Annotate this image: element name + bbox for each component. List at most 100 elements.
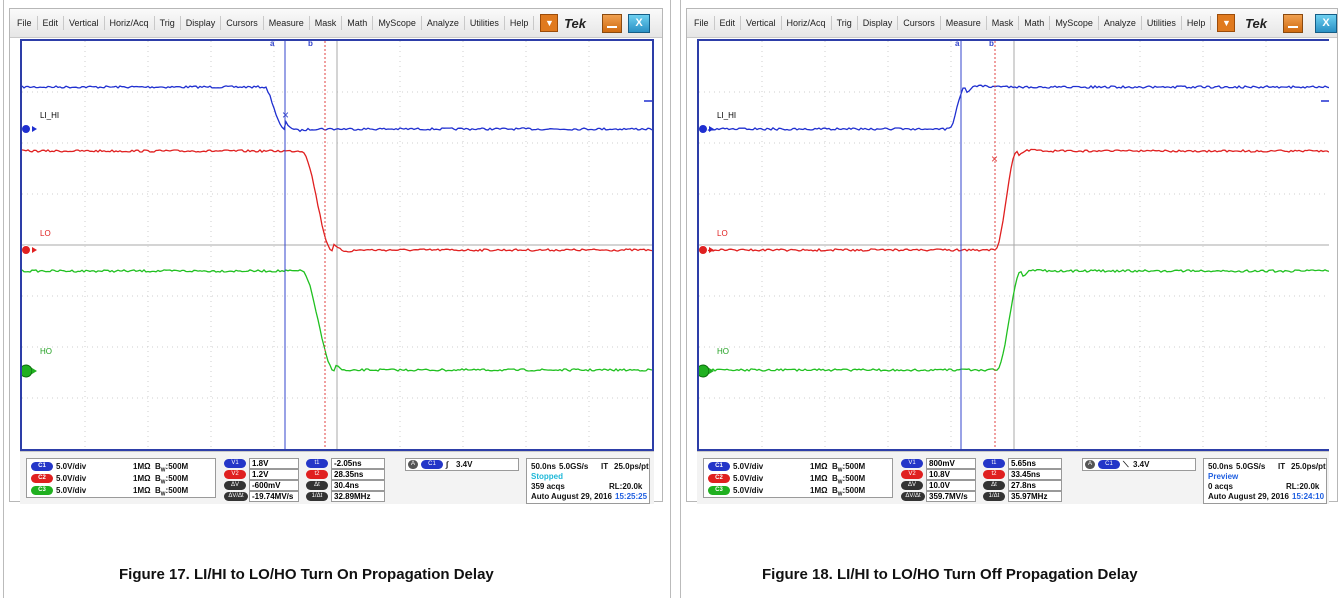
waveform-display[interactable]: × LI_HI LO HO a b (697, 39, 1329, 451)
ch3-ground-marker-arrow (32, 368, 37, 374)
trace-ch1 (699, 84, 1329, 132)
close-button[interactable]: X (628, 14, 650, 33)
trigger-source-pill: C1 (1098, 460, 1120, 469)
menu-measure[interactable]: Measure (941, 16, 987, 30)
menu-file[interactable]: File (10, 16, 38, 30)
menu-analyze[interactable]: Analyze (1099, 16, 1142, 30)
date: August 29, 2016 (1228, 492, 1289, 501)
trigger-mode: Auto (1208, 492, 1227, 501)
acq-count: 0 acqs (1208, 482, 1233, 491)
menu-display[interactable]: Display (858, 16, 899, 30)
menu-trig[interactable]: Trig (832, 16, 858, 30)
time: 15:24:10 (1292, 492, 1325, 501)
tek-logo: Tek (1245, 16, 1267, 31)
scope-panel-turn-on: File Edit Vertical Horiz/Acq Trig Displa… (3, 0, 671, 598)
ch3-ground-marker-arrow (709, 368, 714, 374)
channel-label-ch3: HO (40, 347, 52, 356)
menu-help[interactable]: Help (1182, 16, 1212, 30)
record-length: RL:20.0k (609, 482, 643, 491)
ch1-ground-marker-arrow (709, 126, 714, 132)
minimize-button[interactable] (1283, 14, 1303, 33)
trigger-level: 3.4V (456, 460, 473, 469)
menu-dropdown-button[interactable]: ▼ (540, 14, 559, 32)
record-length: RL:20.0k (1286, 482, 1320, 491)
ch2-ground-marker (699, 245, 708, 255)
ch1-scale: 5.0V/div (733, 462, 764, 471)
menu-edit[interactable]: Edit (715, 16, 742, 30)
readout-area: C1 5.0V/div 1MΩ BW:500M C2 5.0V/div 1MΩ BW… (20, 451, 654, 504)
cursor-a-marker[interactable]: a (270, 39, 275, 48)
minimize-button[interactable] (602, 14, 622, 33)
ch1-ground-marker (699, 124, 708, 134)
cursor-readout[interactable]: V1 1.8V V2 1.2V ΔV -600mV ΔV/Δt -19.74MV… (222, 458, 398, 502)
acquisition-box[interactable]: 50.0ns 5.0GS/s IT 25.0ps/pt Preview 0 ac… (1203, 458, 1327, 504)
menu-horiz-acq[interactable]: Horiz/Acq (105, 16, 155, 30)
channel-label-ch3: HO (717, 347, 729, 356)
cursor-a-marker[interactable]: a (955, 39, 960, 48)
sample-rate: 5.0GS/s (1236, 462, 1266, 471)
menu-vertical[interactable]: Vertical (64, 16, 105, 30)
close-button[interactable]: X (1315, 14, 1337, 33)
channel-label-ch1: LI_HI (717, 111, 737, 120)
invdt-value: 32.89MHz (331, 491, 385, 502)
graticule: × (699, 41, 1329, 449)
menu-display[interactable]: Display (181, 16, 222, 30)
channel-row-c1: C1 5.0V/div 1MΩ BW:500M (704, 462, 865, 474)
dv-pill: ΔV (901, 481, 923, 490)
trigger-box[interactable]: A C1 ⟍ 3.4V (1082, 458, 1196, 471)
menu-utilities[interactable]: Utilities (1142, 16, 1182, 30)
menu-cursors[interactable]: Cursors (898, 16, 941, 30)
menu-dropdown-button[interactable]: ▼ (1217, 14, 1236, 32)
menu-edit[interactable]: Edit (38, 16, 65, 30)
trace-ch2 (699, 148, 1329, 252)
channel-label-ch2: LO (717, 229, 728, 238)
waveform-display[interactable]: × LI_HI LO HO a b (20, 39, 654, 451)
v2-pill: V2 (901, 470, 923, 479)
dv-pill: ΔV (224, 481, 246, 490)
channel-settings-box[interactable]: C1 5.0V/div 1MΩ BW:500M C2 5.0V/div 1MΩ BW… (26, 458, 216, 498)
trace-ch2 (22, 148, 652, 253)
trigger-level: 3.4V (1133, 460, 1150, 469)
menu-file[interactable]: File (687, 16, 715, 30)
trigger-slope-falling-icon: ⟍ (1123, 460, 1129, 469)
acq-mode: IT (1278, 462, 1286, 471)
time: 15:25:25 (615, 492, 648, 501)
ch2-ground-marker (22, 245, 31, 255)
invdt-value: 35.97MHz (1008, 491, 1062, 502)
trigger-box[interactable]: A C1 ∫ 3.4V (405, 458, 519, 471)
channel-row-c3: C3 5.0V/div 1MΩ BW:500M (27, 486, 188, 498)
run-status: Preview (1208, 472, 1239, 481)
menu-help[interactable]: Help (505, 16, 535, 30)
menu-myscope[interactable]: MyScope (1050, 16, 1099, 30)
ch2-ground-marker-arrow (32, 247, 37, 253)
channel-settings-box[interactable]: C1 5.0V/div 1MΩ BW:500M C2 5.0V/div 1MΩ BW… (703, 458, 893, 498)
menu-mask[interactable]: Mask (987, 16, 1020, 30)
acquisition-box[interactable]: 50.0ns 5.0GS/s IT 25.0ps/pt Stopped 359 … (526, 458, 650, 504)
menu-measure[interactable]: Measure (264, 16, 310, 30)
menu-math[interactable]: Math (342, 16, 374, 30)
ch1-coupling: 1MΩ (133, 462, 151, 471)
timebase: 50.0ns (531, 462, 556, 471)
t1-pill: t1 (983, 459, 1005, 468)
acq-count: 359 acqs (531, 482, 565, 491)
channel-label-ch1: LI_HI (40, 111, 60, 120)
t1-value: 5.65ns (1008, 458, 1062, 469)
menu-cursors[interactable]: Cursors (221, 16, 264, 30)
menu-vertical[interactable]: Vertical (741, 16, 782, 30)
dt-pill: Δt (983, 481, 1005, 490)
cursor-b-marker[interactable]: b (308, 39, 313, 48)
ch2-bandwidth: 500M (168, 474, 189, 483)
menu-myscope[interactable]: MyScope (373, 16, 422, 30)
menu-math[interactable]: Math (1019, 16, 1051, 30)
ch3-ground-marker (699, 364, 710, 378)
menu-utilities[interactable]: Utilities (465, 16, 505, 30)
ch3-ground-marker (22, 364, 33, 378)
menu-analyze[interactable]: Analyze (422, 16, 465, 30)
ch2-pill: C2 (708, 474, 730, 484)
cursor-b-marker[interactable]: b (989, 39, 994, 48)
menu-trig[interactable]: Trig (155, 16, 181, 30)
v2-value: 1.2V (249, 469, 299, 480)
menu-horiz-acq[interactable]: Horiz/Acq (782, 16, 832, 30)
menu-mask[interactable]: Mask (310, 16, 343, 30)
cursor-readout[interactable]: V1 800mV V2 10.8V ΔV 10.0V ΔV/Δt 359.7MV… (899, 458, 1075, 502)
